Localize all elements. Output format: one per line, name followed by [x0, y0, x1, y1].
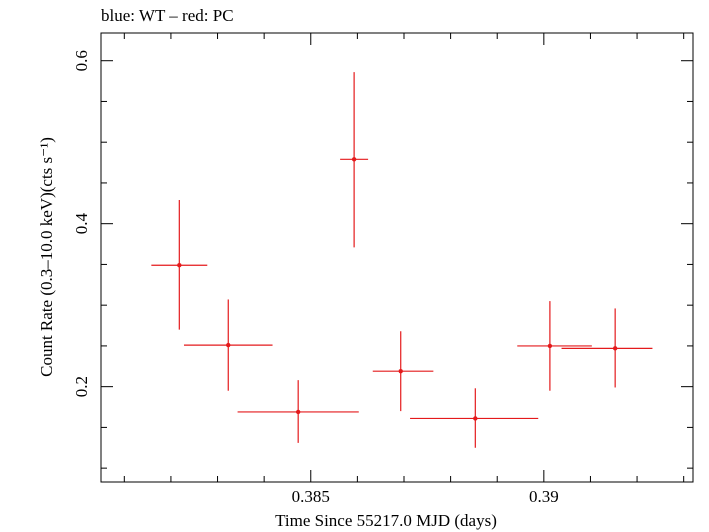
data-point	[517, 301, 592, 391]
axis-ticks	[101, 33, 693, 482]
data-point	[237, 380, 359, 443]
data-point	[561, 308, 653, 388]
chart-title: blue: WT – red: PC	[101, 6, 234, 25]
axis-tick-labels: 0.385 0.39 0.2 0.4 0.6	[72, 50, 559, 506]
point-marker	[351, 157, 357, 162]
point-marker	[612, 346, 618, 351]
data-point	[410, 388, 539, 448]
point-marker	[398, 368, 403, 374]
data-point	[372, 331, 434, 412]
y-tick-label: 0.2	[72, 376, 91, 397]
y-tick-label: 0.4	[72, 213, 91, 235]
y-axis-label: Count Rate (0.3–10.0 keV)(cts s⁻¹)	[37, 137, 56, 377]
x-tick-label: 0.385	[292, 487, 330, 506]
point-marker	[295, 409, 301, 415]
data-points	[151, 72, 653, 448]
data-point	[183, 299, 273, 391]
x-tick-label: 0.39	[529, 487, 559, 506]
data-point	[151, 200, 208, 330]
point-marker	[547, 343, 553, 349]
y-tick-label: 0.6	[72, 50, 91, 71]
point-marker	[177, 263, 182, 268]
data-point	[340, 72, 369, 248]
y-axis-label-text: Count Rate (0.3–10.0 keV)(cts s⁻¹)	[37, 137, 56, 377]
point-marker	[473, 416, 478, 421]
point-marker	[226, 342, 231, 348]
plot-frame	[100, 32, 694, 483]
x-axis-label: Time Since 55217.0 MJD (days)	[275, 511, 497, 530]
